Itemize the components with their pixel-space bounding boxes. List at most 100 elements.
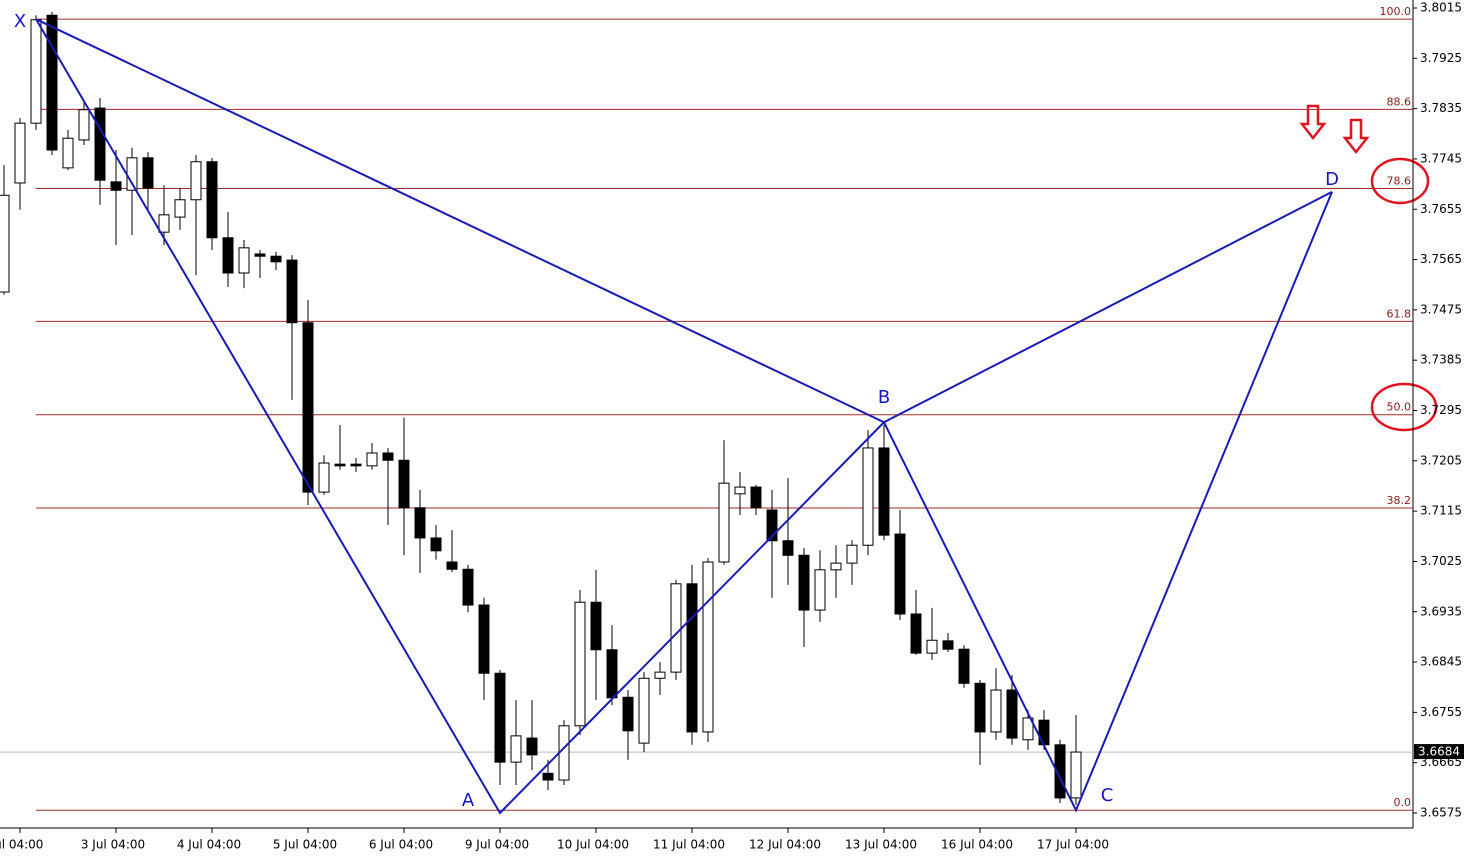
candle-body bbox=[462, 568, 474, 606]
candle bbox=[926, 607, 938, 660]
fib-level-label: 50.0 bbox=[1387, 401, 1412, 414]
pattern-point-label: X bbox=[14, 11, 26, 32]
candle bbox=[238, 239, 250, 289]
candle bbox=[574, 589, 586, 736]
candle bbox=[686, 564, 698, 745]
candle-body bbox=[766, 509, 778, 542]
candle bbox=[526, 700, 538, 770]
candle bbox=[654, 662, 666, 696]
candle-body bbox=[750, 486, 762, 509]
candle-body bbox=[1022, 717, 1034, 741]
y-tick-label: 3.7295 bbox=[1420, 403, 1462, 417]
candle bbox=[494, 669, 506, 786]
down-arrow bbox=[1299, 104, 1327, 141]
y-tick-label: 3.7745 bbox=[1420, 151, 1462, 165]
candle bbox=[942, 632, 954, 652]
candle bbox=[30, 15, 42, 130]
candle bbox=[190, 155, 202, 276]
x-tick-label: 16 Jul 04:00 bbox=[941, 838, 1013, 852]
candle-body bbox=[302, 322, 314, 493]
candle bbox=[622, 690, 634, 760]
annotations bbox=[1299, 104, 1438, 432]
fib-level-label: 78.6 bbox=[1387, 174, 1412, 187]
candle bbox=[1054, 739, 1066, 803]
candle-body bbox=[158, 214, 170, 233]
candle-body bbox=[926, 639, 938, 654]
candle-body bbox=[46, 14, 58, 151]
candle-body bbox=[286, 259, 298, 324]
candle-body bbox=[366, 452, 378, 467]
candle bbox=[222, 212, 234, 287]
x-tick-label: Jul 04:00 bbox=[0, 838, 43, 852]
candle-body bbox=[974, 682, 986, 733]
fib-level-label: 0.0 bbox=[1394, 796, 1412, 809]
candle-body bbox=[1054, 744, 1066, 799]
fib-level-label: 38.2 bbox=[1387, 494, 1412, 507]
y-tick-label: 3.7385 bbox=[1420, 353, 1462, 367]
candle-body bbox=[30, 19, 42, 124]
candle-body bbox=[942, 640, 954, 650]
candle-body bbox=[846, 544, 858, 564]
x-tick-label: 4 Jul 04:00 bbox=[177, 838, 241, 852]
candle-body bbox=[526, 737, 538, 756]
candle bbox=[46, 11, 58, 156]
candle bbox=[878, 425, 890, 541]
candle bbox=[990, 668, 1002, 740]
candle bbox=[174, 188, 186, 230]
candle bbox=[286, 255, 298, 400]
candle-body bbox=[638, 677, 650, 744]
y-tick-label: 3.7475 bbox=[1420, 302, 1462, 316]
candle-body bbox=[0, 194, 10, 293]
candle-body bbox=[238, 247, 250, 274]
candle bbox=[366, 442, 378, 470]
candle-body bbox=[718, 482, 730, 563]
y-tick-label: 3.7565 bbox=[1420, 252, 1462, 266]
candle-body bbox=[254, 253, 266, 257]
pattern-point-label: B bbox=[878, 387, 890, 408]
candle-body bbox=[62, 137, 74, 169]
candle bbox=[510, 700, 522, 786]
pattern-line bbox=[35, 18, 1333, 815]
candle bbox=[1070, 715, 1082, 806]
candle bbox=[814, 550, 826, 622]
candle bbox=[910, 589, 922, 655]
candle bbox=[318, 455, 330, 495]
candle-body bbox=[894, 533, 906, 615]
pattern-point-label: C bbox=[1101, 785, 1114, 806]
y-tick-label: 3.7205 bbox=[1420, 453, 1462, 467]
candle-body bbox=[542, 772, 554, 781]
candle-body bbox=[1070, 751, 1082, 799]
candle-body bbox=[622, 696, 634, 732]
candle-body bbox=[382, 452, 394, 461]
current-price-badge bbox=[1414, 744, 1464, 760]
candle-body bbox=[398, 459, 410, 509]
pattern-point-label: D bbox=[1325, 169, 1339, 190]
x-tick-label: 9 Jul 04:00 bbox=[465, 838, 529, 852]
candle bbox=[766, 489, 778, 598]
candle bbox=[382, 447, 394, 526]
candle bbox=[78, 100, 90, 145]
highlight-circle bbox=[1370, 157, 1430, 205]
candle-body bbox=[494, 672, 506, 763]
x-tick-label: 17 Jul 04:00 bbox=[1037, 838, 1109, 852]
y-tick-label: 3.6845 bbox=[1420, 655, 1462, 669]
candle bbox=[302, 299, 314, 505]
candle bbox=[830, 545, 842, 598]
fib-level-label: 61.8 bbox=[1387, 307, 1412, 320]
candle bbox=[350, 458, 362, 472]
candle-body bbox=[174, 199, 186, 218]
candle bbox=[158, 185, 170, 246]
candle bbox=[862, 430, 874, 556]
highlight-circle bbox=[1370, 382, 1438, 432]
candle-body bbox=[478, 604, 490, 674]
candle bbox=[206, 157, 218, 251]
candle bbox=[958, 645, 970, 688]
candle-body bbox=[446, 561, 458, 570]
candle bbox=[110, 149, 122, 246]
x-tick-label: 11 Jul 04:00 bbox=[653, 838, 725, 852]
candle bbox=[974, 679, 986, 765]
x-tick-label: 10 Jul 04:00 bbox=[557, 838, 629, 852]
candle bbox=[478, 597, 490, 701]
x-tick-label: 5 Jul 04:00 bbox=[273, 838, 337, 852]
